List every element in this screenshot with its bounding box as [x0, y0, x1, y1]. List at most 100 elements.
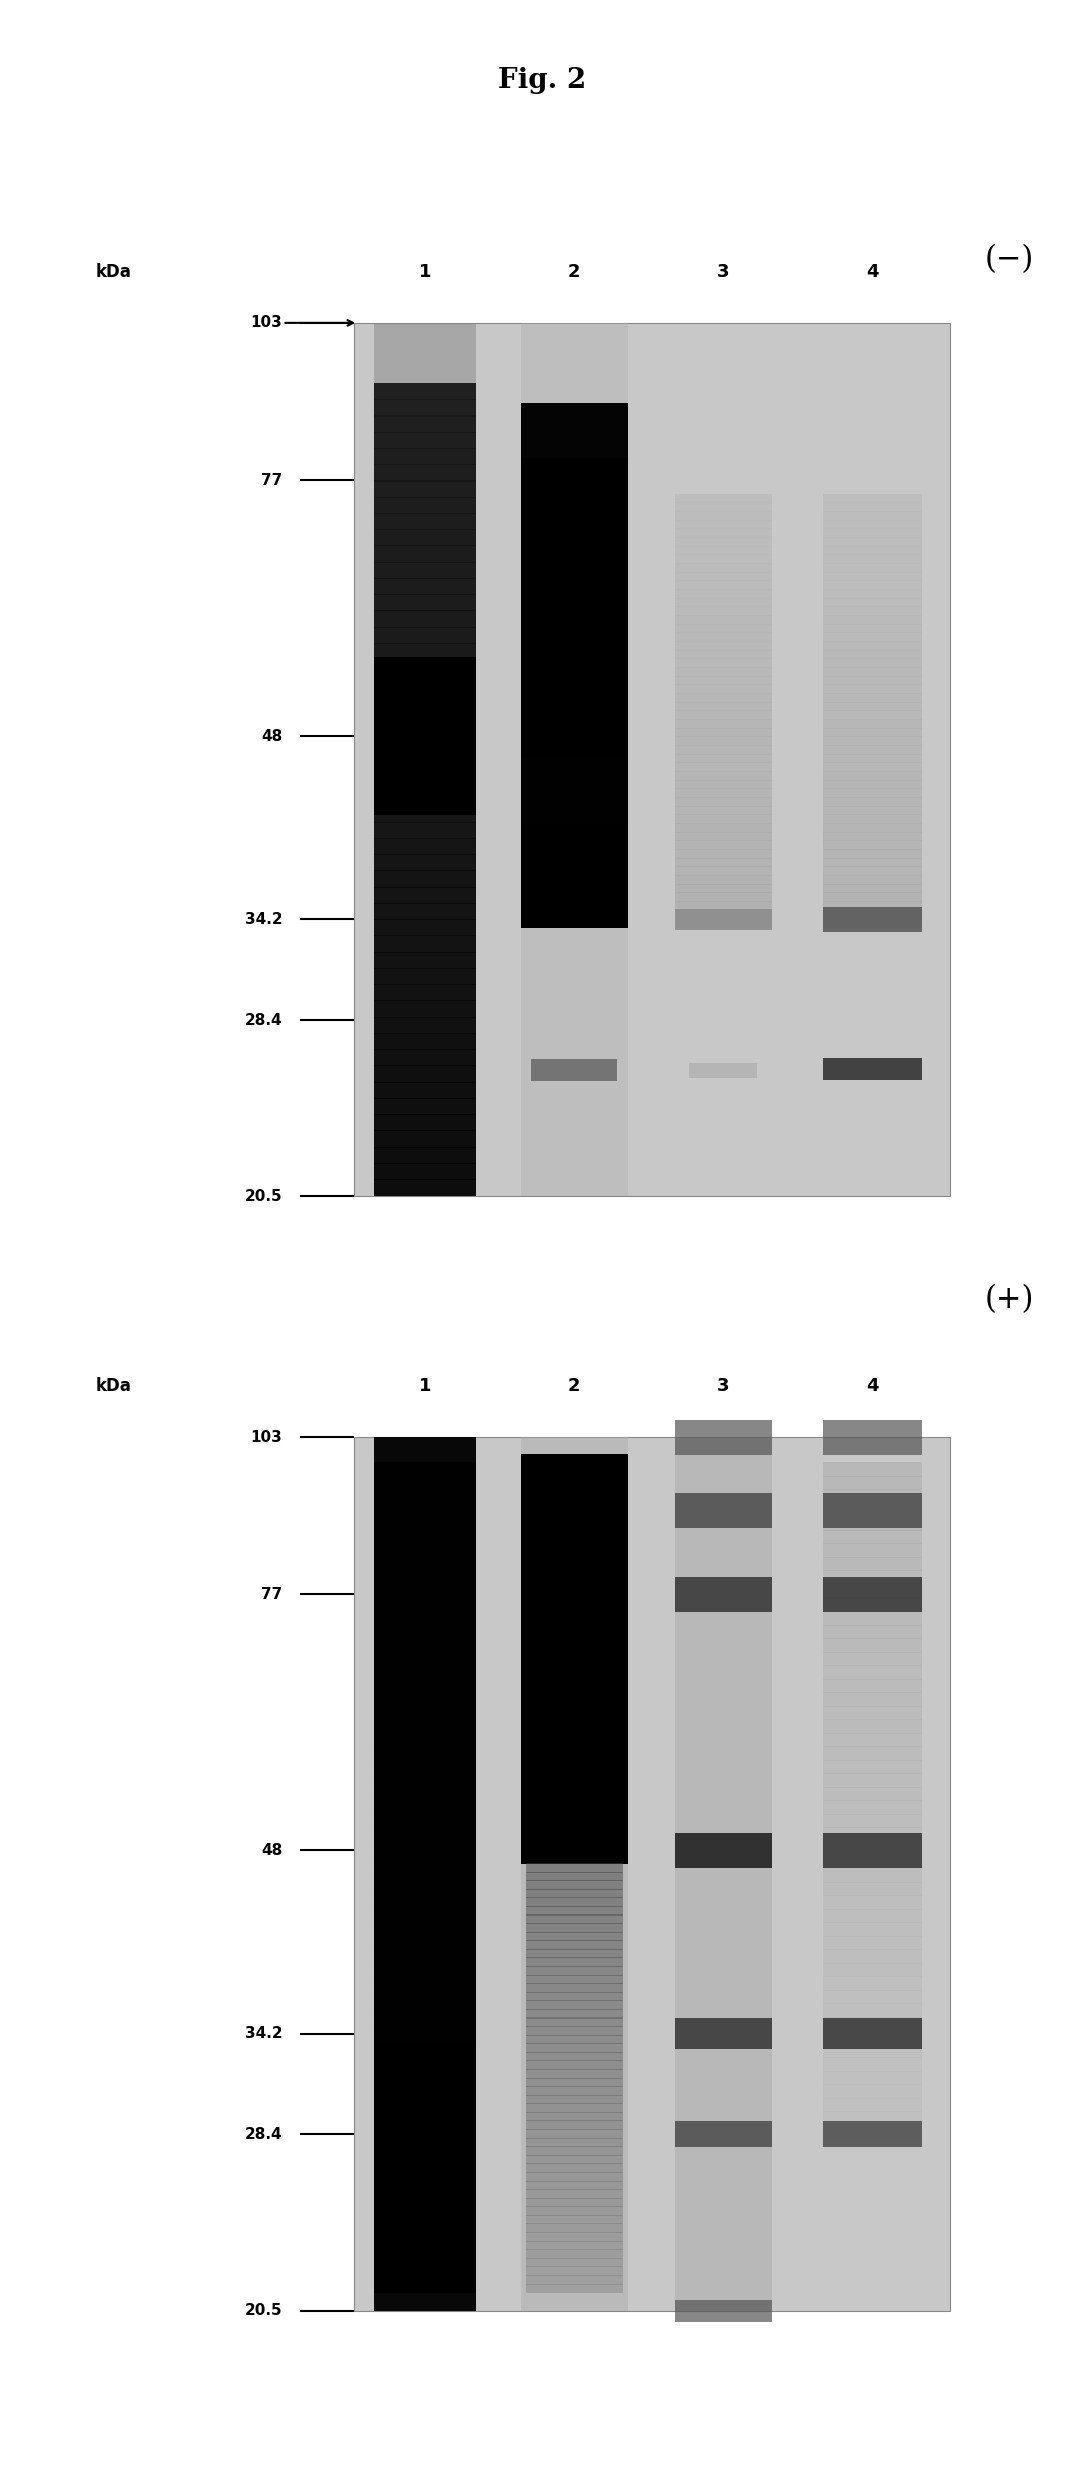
Bar [675, 693, 771, 703]
Bar [526, 2025, 623, 2035]
Bar [521, 1478, 628, 1488]
Bar [526, 1991, 623, 2001]
Bar [526, 2001, 623, 2011]
Bar [521, 1674, 628, 1684]
Bar [822, 857, 921, 867]
Bar [526, 1914, 623, 1924]
Bar [675, 1577, 771, 1612]
Bar [822, 1493, 921, 1528]
Bar [822, 891, 921, 901]
Bar [675, 884, 771, 894]
Bar [822, 1842, 921, 1855]
Bar [822, 1515, 921, 1530]
Bar [822, 2070, 921, 2085]
Bar [374, 644, 476, 661]
Text: 48: 48 [261, 728, 282, 743]
Bar [521, 560, 628, 572]
Bar [521, 654, 628, 666]
Bar [521, 864, 628, 877]
Bar [822, 1488, 921, 1503]
Bar [526, 1959, 623, 1966]
Bar [521, 1708, 628, 1716]
Bar [374, 1528, 476, 1545]
Bar [822, 527, 921, 537]
Bar [675, 607, 771, 617]
Bar [521, 458, 628, 758]
Bar [822, 2018, 921, 2050]
Bar [521, 508, 628, 520]
Bar [822, 1585, 921, 1599]
Bar [822, 901, 921, 911]
Text: 48: 48 [261, 1842, 282, 1857]
Bar [526, 2231, 623, 2241]
Bar [526, 2147, 623, 2157]
Bar [822, 822, 921, 832]
Bar [675, 641, 771, 651]
Bar [374, 790, 476, 807]
Bar [374, 1562, 476, 1580]
Bar [374, 1760, 476, 1778]
Bar [521, 624, 628, 634]
Bar [822, 1746, 921, 1760]
Bar [822, 1827, 921, 1842]
Bar [675, 787, 771, 797]
Bar [675, 867, 771, 877]
Bar [521, 676, 628, 686]
Bar [822, 2030, 921, 2045]
Bar [675, 2018, 771, 2050]
Bar [822, 631, 921, 641]
Bar [526, 2266, 623, 2275]
Bar [822, 2043, 921, 2058]
Bar [526, 2223, 623, 2233]
Bar [526, 1924, 623, 1934]
Bar [521, 760, 628, 770]
Bar [374, 676, 476, 693]
Bar [521, 602, 628, 614]
Bar [374, 480, 476, 498]
Bar [675, 718, 771, 728]
Bar [675, 701, 771, 711]
Bar [374, 463, 476, 480]
Bar [521, 1436, 628, 2310]
Bar [822, 909, 921, 919]
Bar [521, 1624, 628, 1634]
Bar [675, 909, 771, 919]
Bar [374, 919, 476, 936]
Bar [675, 1436, 771, 2310]
Bar [675, 614, 771, 624]
Bar [675, 649, 771, 659]
Bar [822, 797, 921, 807]
Bar [521, 1741, 628, 1751]
Bar [521, 1765, 628, 1773]
Bar [822, 906, 921, 931]
Bar [526, 2035, 623, 2045]
Bar [675, 1832, 771, 1867]
Bar [374, 513, 476, 530]
Bar [822, 2097, 921, 2112]
Bar [822, 1832, 921, 1867]
Bar [526, 2275, 623, 2285]
Bar [526, 1872, 623, 1882]
Bar [521, 433, 628, 446]
Bar [526, 2053, 623, 2063]
Bar [374, 1032, 476, 1050]
Bar [822, 1882, 921, 1897]
Bar [374, 498, 476, 515]
Text: 77: 77 [261, 473, 282, 488]
Bar [374, 545, 476, 562]
Bar [374, 1463, 476, 1481]
Bar [822, 1639, 921, 1651]
Bar [521, 498, 628, 508]
Bar [521, 1560, 628, 1570]
Bar [822, 1909, 921, 1924]
Bar [521, 644, 628, 656]
Text: 3: 3 [717, 262, 729, 282]
Bar [822, 1949, 921, 1963]
Bar [374, 2092, 476, 2110]
Bar [675, 849, 771, 859]
Bar [526, 2137, 623, 2147]
Bar [521, 1602, 628, 1609]
Bar [374, 723, 476, 740]
Bar [526, 2119, 623, 2129]
Bar [675, 2300, 771, 2322]
